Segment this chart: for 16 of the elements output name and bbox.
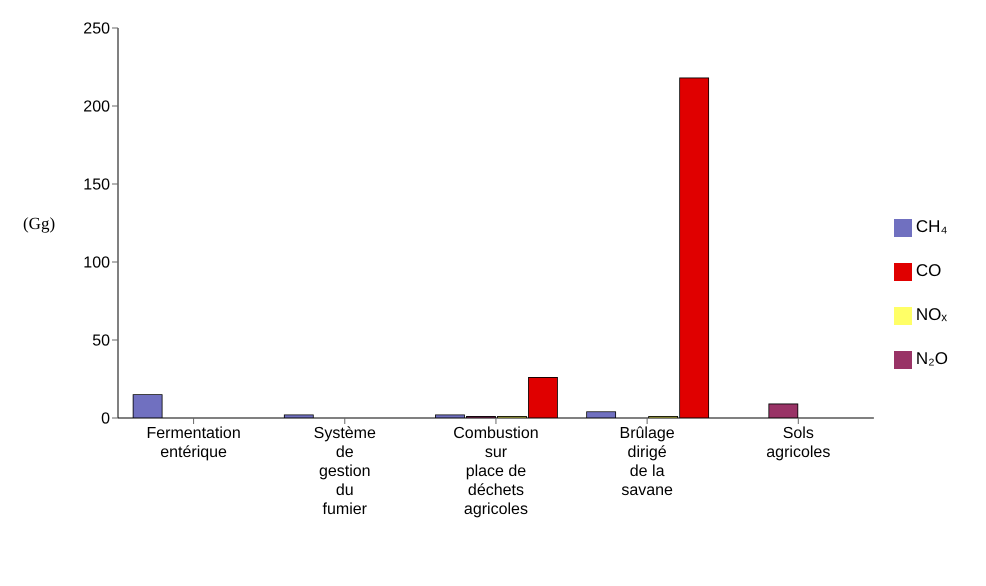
y-tick-label: 50 (92, 332, 110, 350)
y-tick-label: 150 (83, 176, 110, 194)
legend-label: N₂O (916, 349, 948, 368)
x-tick-label: Système de gestion du fumier (314, 425, 376, 518)
y-tick-label: 250 (83, 20, 110, 38)
legend-label: CH₄ (916, 217, 948, 236)
x-tick-label: Fermentation entérique (146, 425, 241, 461)
legend-label: CO (916, 261, 942, 280)
x-tick-label: Combustion sur place de déchets agricoles (453, 425, 539, 518)
y-axis-title: (Gg) (23, 214, 56, 234)
legend-label: NOₓ (916, 305, 947, 324)
y-tick-label: 100 (83, 254, 110, 272)
y-tick-label: 200 (83, 98, 110, 116)
x-tick-label: Sols agricoles (766, 425, 830, 461)
y-tick-label: 0 (101, 410, 110, 428)
x-tick-label: Brûlage dirigé de la savane (620, 425, 675, 499)
